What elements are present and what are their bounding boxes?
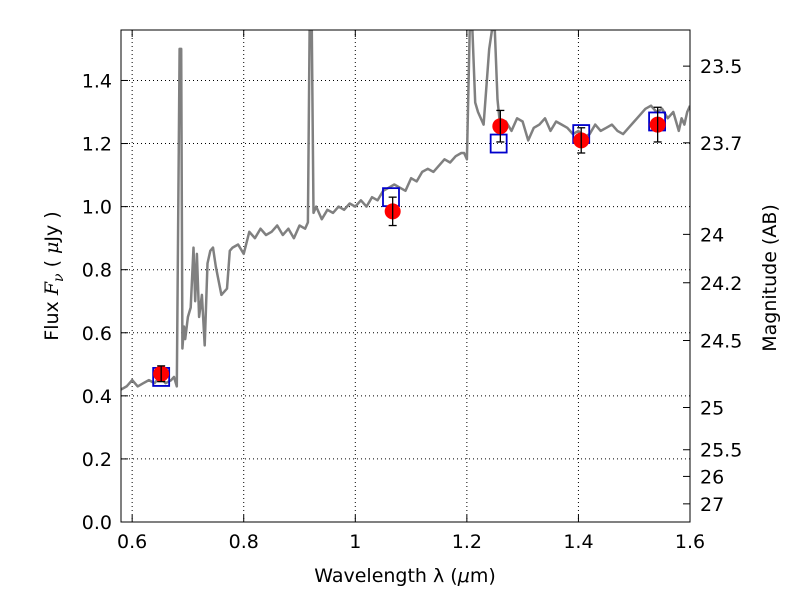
plot-frame [120, 29, 691, 523]
y-axis-label: Flux Fν ( μJy ) [41, 211, 67, 340]
y-tick-label: 0.2 [82, 449, 112, 471]
synthetic-photometry-marker [489, 133, 508, 154]
plot-series [121, 30, 690, 391]
y-tick-label: 0.4 [82, 386, 112, 408]
y-tick-label: 1.0 [82, 197, 112, 219]
y-tick-label: 1.4 [82, 70, 112, 92]
y2-tick-label: 24.5 [700, 331, 742, 353]
y2-tick-label: 24 [700, 224, 724, 246]
y2-tick-label: 26 [700, 466, 724, 488]
y2-tick-label: 25 [700, 397, 724, 419]
y2-tick-label: 23.7 [700, 133, 742, 155]
x-tick-label: 1 [349, 531, 361, 553]
x-tick-label: 1.6 [675, 531, 705, 553]
y2-tick-label: 27 [700, 494, 724, 516]
y-tick-label: 0.0 [82, 512, 112, 534]
y2-axis-label: Magnitude (AB) [759, 204, 781, 352]
axes: 0.6 0.8 1 1.2 1.4 1.6 0.0 0.2 0.4 0.6 0.8 1.0 1.2 1.4… [82, 29, 742, 553]
x-tick-label: 0.8 [229, 531, 259, 553]
y2-tick-label: 24.2 [700, 273, 742, 295]
y-tick-label: 0.6 [82, 323, 112, 345]
x-tick-label: 1.4 [563, 531, 593, 553]
y2-tick-label: 23.5 [700, 56, 742, 78]
x-tick-label: 0.6 [117, 531, 147, 553]
y-tick-label: 1.2 [82, 134, 112, 156]
y-tick-label: 0.8 [82, 260, 112, 282]
y2-tick-label: 25.5 [700, 440, 742, 462]
x-tick-label: 1.2 [452, 531, 482, 553]
x-axis-label: Wavelength λ (μm) [314, 565, 495, 587]
